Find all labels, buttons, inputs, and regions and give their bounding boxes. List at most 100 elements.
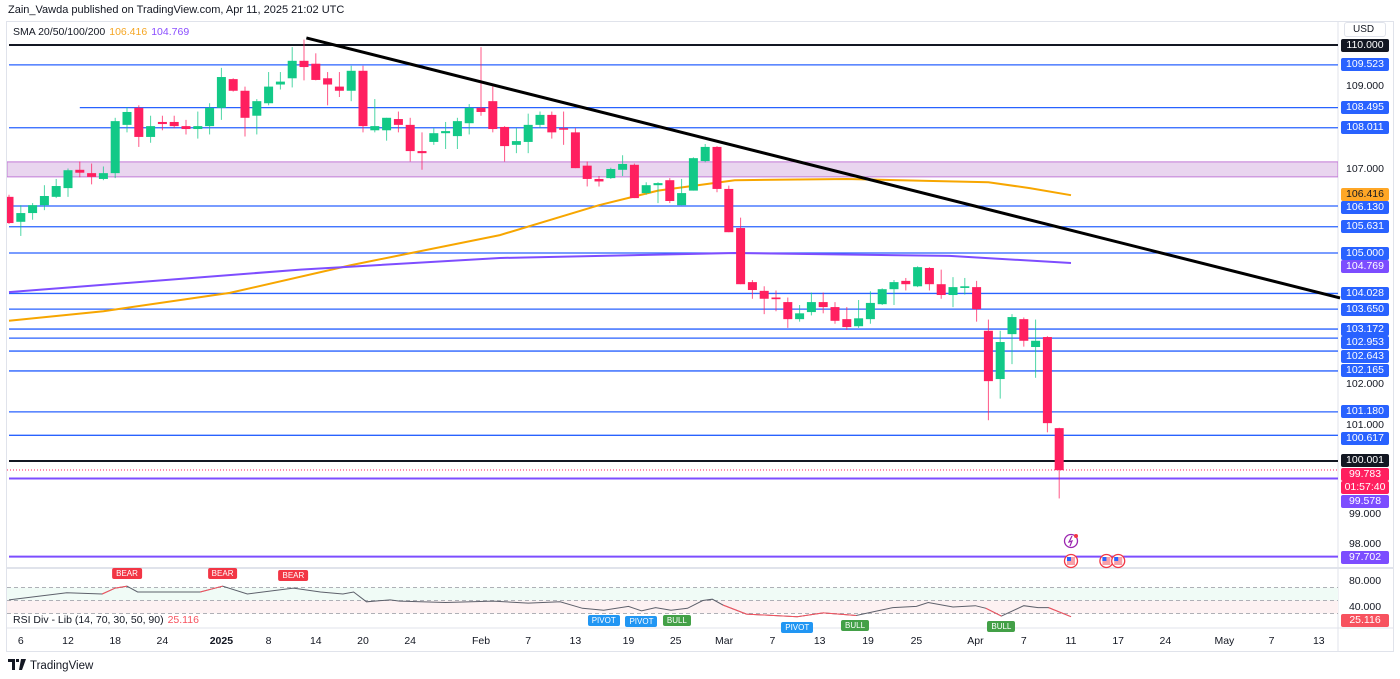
- time-axis-tick: 24: [1159, 635, 1172, 647]
- price-level-label: 103.650: [1341, 302, 1389, 316]
- currency-selector[interactable]: USD: [1344, 22, 1386, 37]
- candle-bullish: [382, 117, 392, 131]
- candle-bearish: [972, 287, 982, 310]
- candle-bullish: [806, 302, 816, 313]
- candle-bearish: [1042, 337, 1052, 424]
- candle-bearish: [983, 330, 993, 382]
- candle-bearish: [228, 79, 238, 91]
- rsi-divergence-segment: [985, 607, 1002, 617]
- time-axis-tick: 6: [17, 635, 24, 647]
- candle-bearish: [559, 128, 569, 130]
- sma-value-orange: 106.416: [109, 26, 148, 38]
- tradingview-logo[interactable]: TradingView: [8, 659, 93, 673]
- price-level-label: 99.578: [1341, 494, 1389, 508]
- lightning-bolt: [1067, 535, 1074, 547]
- rsi-divergence-segment: [1048, 607, 1072, 618]
- candle-bearish: [181, 126, 191, 130]
- last-price-label: 99.783: [1341, 467, 1389, 481]
- time-axis-tick: 12: [62, 635, 74, 647]
- candle-bullish: [16, 213, 26, 222]
- price-level-label: 102.643: [1341, 349, 1389, 363]
- candle-bullish: [39, 196, 49, 206]
- candle-bearish: [936, 284, 946, 296]
- candle-bullish: [287, 60, 297, 79]
- candle-bullish: [677, 193, 687, 206]
- rsi-axis-tick: 80.000: [1348, 574, 1382, 587]
- rsi-line: [8, 585, 1072, 618]
- candle-bearish: [75, 169, 85, 173]
- candle-bearish: [299, 60, 309, 68]
- candle-bearish: [87, 173, 97, 177]
- time-axis-tick: 24: [404, 635, 417, 647]
- time-axis-tick: 13: [1312, 635, 1325, 647]
- candle-bearish: [393, 119, 403, 125]
- candle-bearish: [570, 132, 580, 169]
- sma-legend[interactable]: SMA 20/50/100/200 106.416 104.769: [13, 26, 189, 38]
- candle-bearish: [759, 290, 769, 299]
- candle-bullish: [441, 131, 451, 134]
- candle-bearish: [901, 280, 911, 285]
- price-axis-tick: 99.000: [1348, 508, 1382, 521]
- flag-canton: [1102, 557, 1107, 561]
- rsi-signal-bull: BULL: [662, 615, 691, 627]
- time-axis-tick: 19: [622, 635, 635, 647]
- price-level-label: 105.000: [1341, 246, 1389, 260]
- candle-bullish: [264, 86, 274, 104]
- time-axis-tick: 14: [309, 635, 322, 647]
- price-level-label: 109.523: [1341, 58, 1389, 72]
- candle-bearish: [736, 228, 746, 285]
- rsi-signal-pivot: PIVOT: [781, 621, 814, 633]
- us-flag-event-icon[interactable]: [1111, 553, 1126, 569]
- trendline: [305, 36, 1341, 300]
- time-axis-tick: 20: [357, 635, 369, 647]
- candle-bearish: [924, 267, 934, 285]
- candle-bearish: [830, 307, 840, 321]
- rsi-signal-pivot: PIVOT: [625, 615, 658, 627]
- time-axis-tick: Apr: [967, 635, 984, 647]
- candle-bearish: [134, 107, 144, 137]
- us-flag-event-icon[interactable]: [1063, 553, 1079, 569]
- candle-bullish: [346, 70, 356, 91]
- time-axis-tick: 13: [569, 635, 582, 647]
- price-level-label: 100.617: [1341, 432, 1389, 446]
- price-level-label: 108.011: [1341, 121, 1389, 135]
- time-axis-tick: 24: [156, 635, 169, 647]
- tradingview-brand: TradingView: [30, 660, 94, 672]
- candle-bearish: [311, 63, 321, 80]
- us-flag-event-icon[interactable]: [1099, 553, 1114, 569]
- candle-bullish: [252, 101, 262, 116]
- rsi-divergence-segment: [101, 585, 128, 595]
- rsi-signal-bull: BULL: [987, 621, 1016, 633]
- rsi-legend[interactable]: RSI Div - Lib (14, 70, 30, 50, 90) 25.116: [13, 614, 199, 626]
- candle-bullish: [535, 114, 545, 125]
- candle-bearish: [417, 151, 427, 154]
- time-axis-tick: 7: [769, 635, 776, 647]
- candle-bullish: [63, 170, 73, 189]
- candle-bullish: [865, 302, 875, 320]
- resistance-zone: [7, 161, 1338, 178]
- time-axis-tick: 25: [910, 635, 923, 647]
- rsi-signal-bear: BEAR: [207, 568, 238, 580]
- candle-bullish: [275, 81, 285, 85]
- rsi-signal-bear: BEAR: [278, 570, 309, 582]
- price-level-label: 106.130: [1341, 201, 1389, 215]
- candle-bullish: [216, 77, 226, 108]
- candle-bullish: [1007, 317, 1017, 335]
- candle-bullish: [960, 286, 970, 288]
- candle-bearish: [665, 180, 675, 201]
- price-level-label: 102.165: [1341, 364, 1389, 378]
- time-axis-tick: 25: [669, 635, 682, 647]
- candle-bearish: [594, 178, 604, 182]
- price-level-label: 102.953: [1341, 336, 1389, 350]
- candle-bullish: [122, 111, 132, 125]
- candle-bearish: [629, 164, 639, 199]
- time-axis-tick: Mar: [715, 635, 734, 647]
- candle-bearish: [842, 319, 852, 328]
- publish-info: Zain_Vawda published on TradingView.com,…: [8, 4, 345, 16]
- candle-bullish: [28, 205, 38, 214]
- lightning-event-icon[interactable]: [1063, 533, 1079, 549]
- price-axis-tick: 102.000: [1346, 377, 1384, 390]
- candle-bullish: [618, 163, 628, 170]
- time-axis-tick: Feb: [471, 635, 491, 647]
